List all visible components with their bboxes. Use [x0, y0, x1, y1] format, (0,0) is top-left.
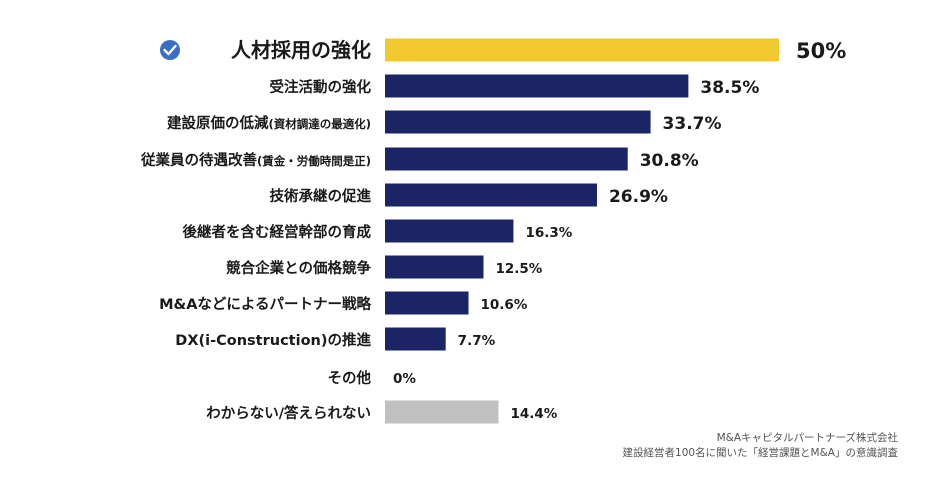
bar-4: [385, 183, 597, 207]
value-label-9: 0%: [393, 371, 416, 387]
category-note-3: (賃金・労働時間是正): [257, 154, 371, 168]
value-label-8: 7.7%: [458, 333, 496, 349]
value-label-7: 10.6%: [481, 297, 528, 313]
source-survey: 建設経営者100名に聞いた「経営課題とM&A」の意識調査: [622, 447, 898, 459]
category-text-0: 人材採用の強化: [231, 38, 371, 62]
category-text-9: その他: [328, 369, 372, 387]
category-text-10: わからない/答えられない: [206, 404, 371, 422]
value-label-4: 26.9%: [609, 187, 668, 207]
category-text-6: 競合企業との価格競争: [226, 259, 371, 277]
category-label-4: 技術承継の促進: [270, 187, 372, 205]
category-label-5: 後継者を含む経営幹部の育成: [183, 223, 372, 241]
bar-7: [385, 291, 469, 315]
bar-10: [385, 400, 499, 424]
category-text-8: DX(i-Construction)の推進: [175, 331, 371, 349]
value-label-2: 33.7%: [663, 114, 722, 134]
bar-6: [385, 255, 484, 279]
category-text-4: 技術承継の促進: [270, 187, 372, 205]
bar-5: [385, 219, 514, 243]
value-label-1: 38.5%: [700, 78, 759, 98]
category-label-6: 競合企業との価格競争: [226, 259, 371, 277]
check-circle-icon: [160, 40, 180, 60]
category-text-5: 後継者を含む経営幹部の育成: [183, 223, 372, 241]
bar-2: [385, 110, 651, 134]
category-label-7: M&Aなどによるパートナー戦略: [159, 295, 371, 313]
value-label-10: 14.4%: [510, 406, 557, 422]
category-label-1: 受注活動の強化: [270, 78, 372, 96]
bar-3: [385, 147, 628, 171]
category-text-3: 従業員の待遇改善: [140, 151, 257, 169]
bar-8: [385, 327, 446, 351]
category-note-2: (資材調達の最適化): [268, 117, 371, 131]
source-company: M&Aキャピタルパートナーズ株式会社: [716, 432, 898, 444]
bar-1: [385, 74, 689, 98]
category-label-3: 従業員の待遇改善(賃金・労働時間是正): [140, 151, 371, 169]
value-label-5: 16.3%: [525, 225, 572, 241]
category-label-8: DX(i-Construction)の推進: [175, 331, 371, 349]
category-text-7: M&Aなどによるパートナー戦略: [159, 295, 371, 313]
value-label-3: 30.8%: [640, 151, 699, 171]
bar-0: [385, 38, 779, 62]
value-label-6: 12.5%: [496, 261, 543, 277]
category-label-10: わからない/答えられない: [206, 404, 371, 422]
category-label-2: 建設原価の低減(資材調達の最適化): [167, 114, 371, 132]
category-text-1: 受注活動の強化: [270, 78, 372, 96]
category-label-0: 人材採用の強化: [231, 38, 371, 62]
category-text-2: 建設原価の低減: [167, 114, 269, 132]
value-label-0: 50%: [796, 39, 846, 63]
category-label-9: その他: [328, 369, 372, 387]
